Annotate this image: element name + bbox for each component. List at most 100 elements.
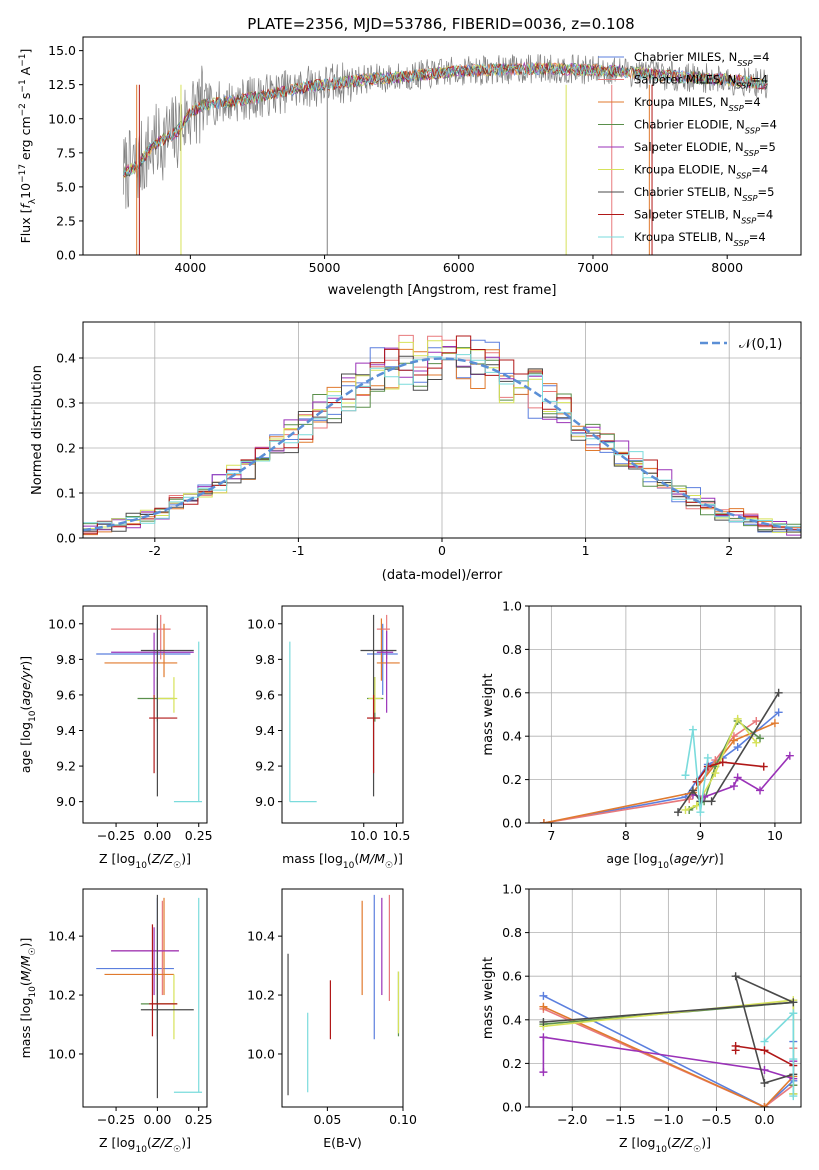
x-tick-label: 0.25: [185, 1112, 213, 1127]
y-tick-label: 10.4: [247, 929, 275, 944]
weight-marker-kroupa-stelib: [789, 1055, 798, 1064]
weight-marker-chabrier-stelib: [760, 1079, 769, 1088]
age-vs-metallicity-panel: −0.25 0.00 0.25 9.0 9.2 9.4 9.6 9.8 10.0 Z [log10…: [18, 605, 213, 871]
weight-marker-kroupa-miles: [729, 736, 738, 745]
axes-frame: [528, 605, 802, 824]
weight-line-kroupa-stelib: [763, 1011, 795, 1097]
y-tick-label: 15.0: [48, 43, 76, 58]
y-tick-label: 0.0: [502, 1100, 522, 1115]
histogram-series: [83, 334, 801, 536]
weight-marker-chabrier-stelib: [789, 998, 798, 1007]
weight-line-salpeter-stelib: [696, 761, 764, 783]
legend-entry: Salpeter MILES, NSSP=4: [634, 73, 768, 91]
y-tick-label: 0.6: [502, 685, 522, 700]
x-tick-label: -2: [149, 543, 161, 558]
y-tick-label: 10.0: [247, 616, 275, 631]
weight-marker-kroupa-stelib: [760, 1037, 769, 1046]
weight-marker-salpeter-stelib: [718, 758, 727, 767]
weight-marker-chabrier-stelib: [539, 1017, 548, 1026]
x-tick-label: 2: [725, 543, 733, 558]
y-tick-label: 9.8: [56, 652, 76, 667]
y-tick-label: 12.5: [48, 77, 76, 92]
legend-entry: Kroupa ELODIE, NSSP=4: [634, 163, 768, 181]
weight-marker-kroupa-elodie: [711, 769, 720, 778]
axes-frame: [281, 605, 404, 824]
histogram-kroupa-stelib: [83, 354, 801, 527]
y-tick-label: 2.5: [56, 213, 76, 228]
x-tick-label: 0.0: [755, 1112, 775, 1127]
axes-frame: [281, 888, 404, 1108]
mass-vs-extinction-panel: 0.05 0.10 10.0 10.2 10.4 E(B-V): [247, 888, 417, 1150]
mass-weight-vs-metallicity-panel: −2.0 −1.5 −1.0 −0.5 0.0 0.0 0.2 0.4 0.6 0.8 1.0 Z […: [481, 882, 802, 1155]
y-tick-label: 0.3: [56, 396, 76, 411]
y-tick-label: 0.2: [502, 772, 522, 787]
y-tick-label: 0.0: [56, 248, 76, 263]
y-tick-label: 0.8: [502, 925, 522, 940]
weight-marker-kroupa-stelib: [789, 1009, 798, 1018]
errorbar-points: [96, 614, 203, 803]
weight-marker-salpeter-stelib: [760, 1046, 769, 1055]
y-tick-label: 9.2: [255, 759, 275, 774]
x-tick-label: 8000: [711, 260, 743, 275]
histogram-kroupa-elodie: [83, 340, 801, 533]
y-tick-label: 0.2: [56, 441, 76, 456]
x-tick-label: −0.25: [97, 1112, 135, 1127]
axes-frame: [82, 36, 802, 256]
weight-marker-chabrier-stelib: [674, 808, 683, 817]
x-axis-label: Z [log10(Z/Z☉)]: [99, 851, 191, 871]
mass-weight-vs-age-panel: 7 8 9 10 0.0 0.2 0.4 0.6 0.8 1.0 age [log10(age/yr…: [481, 599, 802, 871]
y-tick-label: 0.2: [502, 1056, 522, 1071]
x-tick-label: 9: [696, 828, 704, 843]
y-tick-label: 1.0: [502, 599, 522, 614]
axes-frame: [82, 605, 208, 824]
spectrum-panel: 4000 5000 6000 7000 8000 0.0 2.5 5.0 7.5 10.0 12.5…: [18, 36, 802, 298]
x-axis-label: age [log10(age/yr)]: [606, 851, 723, 871]
y-tick-label: 0.4: [502, 729, 522, 744]
x-axis-label: Z [log10(Z/Z☉)]: [619, 1135, 711, 1155]
weight-marker-chabrier-stelib: [688, 786, 697, 795]
y-tick-label: 1.0: [502, 882, 522, 897]
x-tick-label: 6000: [443, 260, 475, 275]
weight-series: [539, 972, 798, 1107]
x-tick-label: 10.5: [383, 828, 411, 843]
y-axis-label: mass weight: [481, 957, 496, 1039]
weight-line-kroupa-miles: [543, 1005, 794, 1107]
errorbar-points: [287, 894, 400, 1096]
y-axis-label: age [log10(age/yr)]: [18, 656, 38, 773]
y-tick-label: 0.8: [502, 642, 522, 657]
weight-marker-salpeter-elodie: [729, 782, 738, 791]
y-tick-label: 10.2: [48, 988, 76, 1003]
weight-marker-kroupa-stelib: [688, 725, 697, 734]
x-tick-label: 1: [582, 543, 590, 558]
figure-title: PLATE=2356, MJD=53786, FIBERID=0036, z=0…: [247, 15, 634, 33]
y-tick-label: 9.2: [56, 759, 76, 774]
y-axis-label: mass weight: [481, 673, 496, 755]
errorbar-points: [289, 614, 400, 803]
weight-marker-kroupa-miles: [539, 1002, 548, 1011]
legend-entry: Kroupa STELIB, NSSP=4: [634, 230, 766, 248]
weight-marker-chabrier-miles: [774, 708, 783, 717]
axes-frame: [82, 321, 802, 539]
weight-marker-chabrier-stelib: [774, 688, 783, 697]
x-tick-label: 8: [622, 828, 630, 843]
weight-marker-chabrier-stelib: [707, 797, 716, 806]
y-tick-label: 0.0: [502, 816, 522, 831]
x-tick-label: 0.00: [143, 828, 171, 843]
y-tick-label: 10.0: [48, 616, 76, 631]
x-tick-label: −0.25: [97, 828, 135, 843]
x-tick-label: −0.5: [701, 1112, 731, 1127]
x-tick-label: 0.10: [389, 1112, 417, 1127]
weight-marker-salpeter-elodie: [760, 1065, 769, 1074]
y-tick-label: 9.0: [255, 794, 275, 809]
x-tick-label: 7000: [577, 260, 609, 275]
y-tick-label: 10.2: [247, 988, 275, 1003]
residual-histogram-panel: -2 -1 0 1 2 0.0 0.1 0.2 0.3 0.4 𝒩(0,1) (data-model)…: [30, 321, 802, 583]
y-tick-label: 0.1: [56, 486, 76, 501]
weight-marker-chabrier-stelib: [731, 972, 740, 981]
legend-entry: Kroupa MILES, NSSP=4: [634, 95, 761, 113]
legend-entry: Chabrier ELODIE, NSSP=4: [634, 118, 777, 136]
weight-marker-salpeter-elodie: [539, 1068, 548, 1077]
y-tick-label: 7.5: [56, 145, 76, 160]
weight-marker-kroupa-elodie: [752, 738, 761, 747]
